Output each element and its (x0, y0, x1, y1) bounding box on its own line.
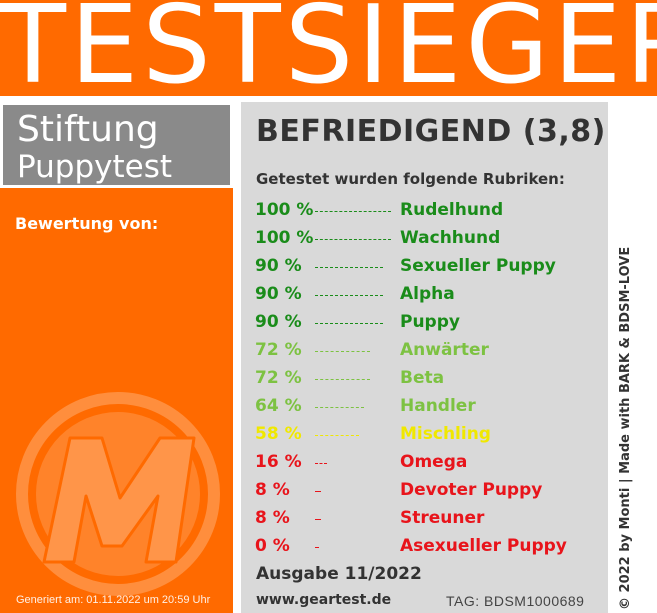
website-link[interactable]: www.geartest.de (256, 592, 392, 608)
category-percent: 90 % (255, 256, 302, 276)
category-dash (315, 491, 321, 492)
copyright-notice: © 2022 by Monti | Made with BARK & BDSM-… (618, 246, 633, 610)
left-panel: Stiftung Puppytest Bewertung von: Generi… (0, 102, 233, 613)
category-percent: 8 % (255, 480, 290, 500)
category-percent: 72 % (255, 368, 302, 388)
category-percent: 100 % (255, 200, 314, 220)
category-dash (315, 211, 391, 212)
category-percent: 0 % (255, 536, 290, 556)
category-name: Beta (400, 368, 445, 388)
category-row: 0 % Asexueller Puppy (241, 534, 608, 562)
banner-title: TESTSIEGER (0, 0, 657, 96)
brand-name-line1: Stiftung (17, 109, 159, 150)
category-dash (315, 351, 370, 352)
category-row: 100 % Wachhund (241, 226, 608, 254)
category-percent: 16 % (255, 452, 302, 472)
brand-name-line2: Puppytest (17, 149, 173, 185)
category-row: 8 % Devoter Puppy (241, 478, 608, 506)
category-dash (315, 547, 319, 548)
category-row: 100 % Rudelhund (241, 198, 608, 226)
category-row: 90 % Puppy (241, 310, 608, 338)
category-dash (315, 379, 370, 380)
category-name: Sexueller Puppy (400, 256, 556, 276)
category-name: Asexueller Puppy (400, 536, 567, 556)
category-name: Omega (400, 452, 468, 472)
category-row: 90 % Alpha (241, 282, 608, 310)
category-name: Wachhund (400, 228, 501, 248)
tag-id: TAG: BDSM1000689 (446, 593, 585, 609)
tested-categories-label: Getestet wurden folgende Rubriken: (256, 170, 565, 188)
category-percent: 100 % (255, 228, 314, 248)
category-dash (315, 295, 383, 296)
category-name: Streuner (400, 508, 485, 528)
category-name: Mischling (400, 424, 491, 444)
category-dash (315, 323, 383, 324)
category-name: Rudelhund (400, 200, 504, 220)
category-dash (315, 239, 391, 240)
category-name: Alpha (400, 284, 455, 304)
category-percent: 58 % (255, 424, 302, 444)
testsieger-banner: TESTSIEGER (0, 0, 657, 96)
verdict-rating: BEFRIEDIGEND (3,8) (256, 114, 606, 149)
category-name: Anwärter (400, 340, 489, 360)
generated-timestamp: Generiert am: 01.11.2022 um 20:59 Uhr (16, 594, 211, 606)
category-row: 64 % Handler (241, 394, 608, 422)
category-dash (315, 407, 364, 408)
category-percent: 90 % (255, 312, 302, 332)
m-logo-icon (16, 392, 220, 596)
category-percent: 90 % (255, 284, 302, 304)
category-dash (315, 435, 359, 436)
category-row: 72 % Beta (241, 366, 608, 394)
category-row: 16 % Omega (241, 450, 608, 478)
edition-label: Ausgabe 11/2022 (256, 564, 422, 584)
brand-box: Stiftung Puppytest (0, 102, 233, 188)
category-name: Handler (400, 396, 476, 416)
category-row: 8 % Streuner (241, 506, 608, 534)
category-percent: 64 % (255, 396, 302, 416)
category-row: 58 % Mischling (241, 422, 608, 450)
results-panel: BEFRIEDIGEND (3,8) Getestet wurden folge… (241, 102, 608, 613)
category-row: 90 % Sexueller Puppy (241, 254, 608, 282)
category-name: Puppy (400, 312, 460, 332)
category-percent: 72 % (255, 340, 302, 360)
category-dash (315, 463, 327, 464)
category-dash (315, 519, 321, 520)
category-dash (315, 267, 383, 268)
category-name: Devoter Puppy (400, 480, 543, 500)
category-percent: 8 % (255, 508, 290, 528)
category-row: 72 % Anwärter (241, 338, 608, 366)
rated-by-label: Bewertung von: (15, 214, 159, 233)
